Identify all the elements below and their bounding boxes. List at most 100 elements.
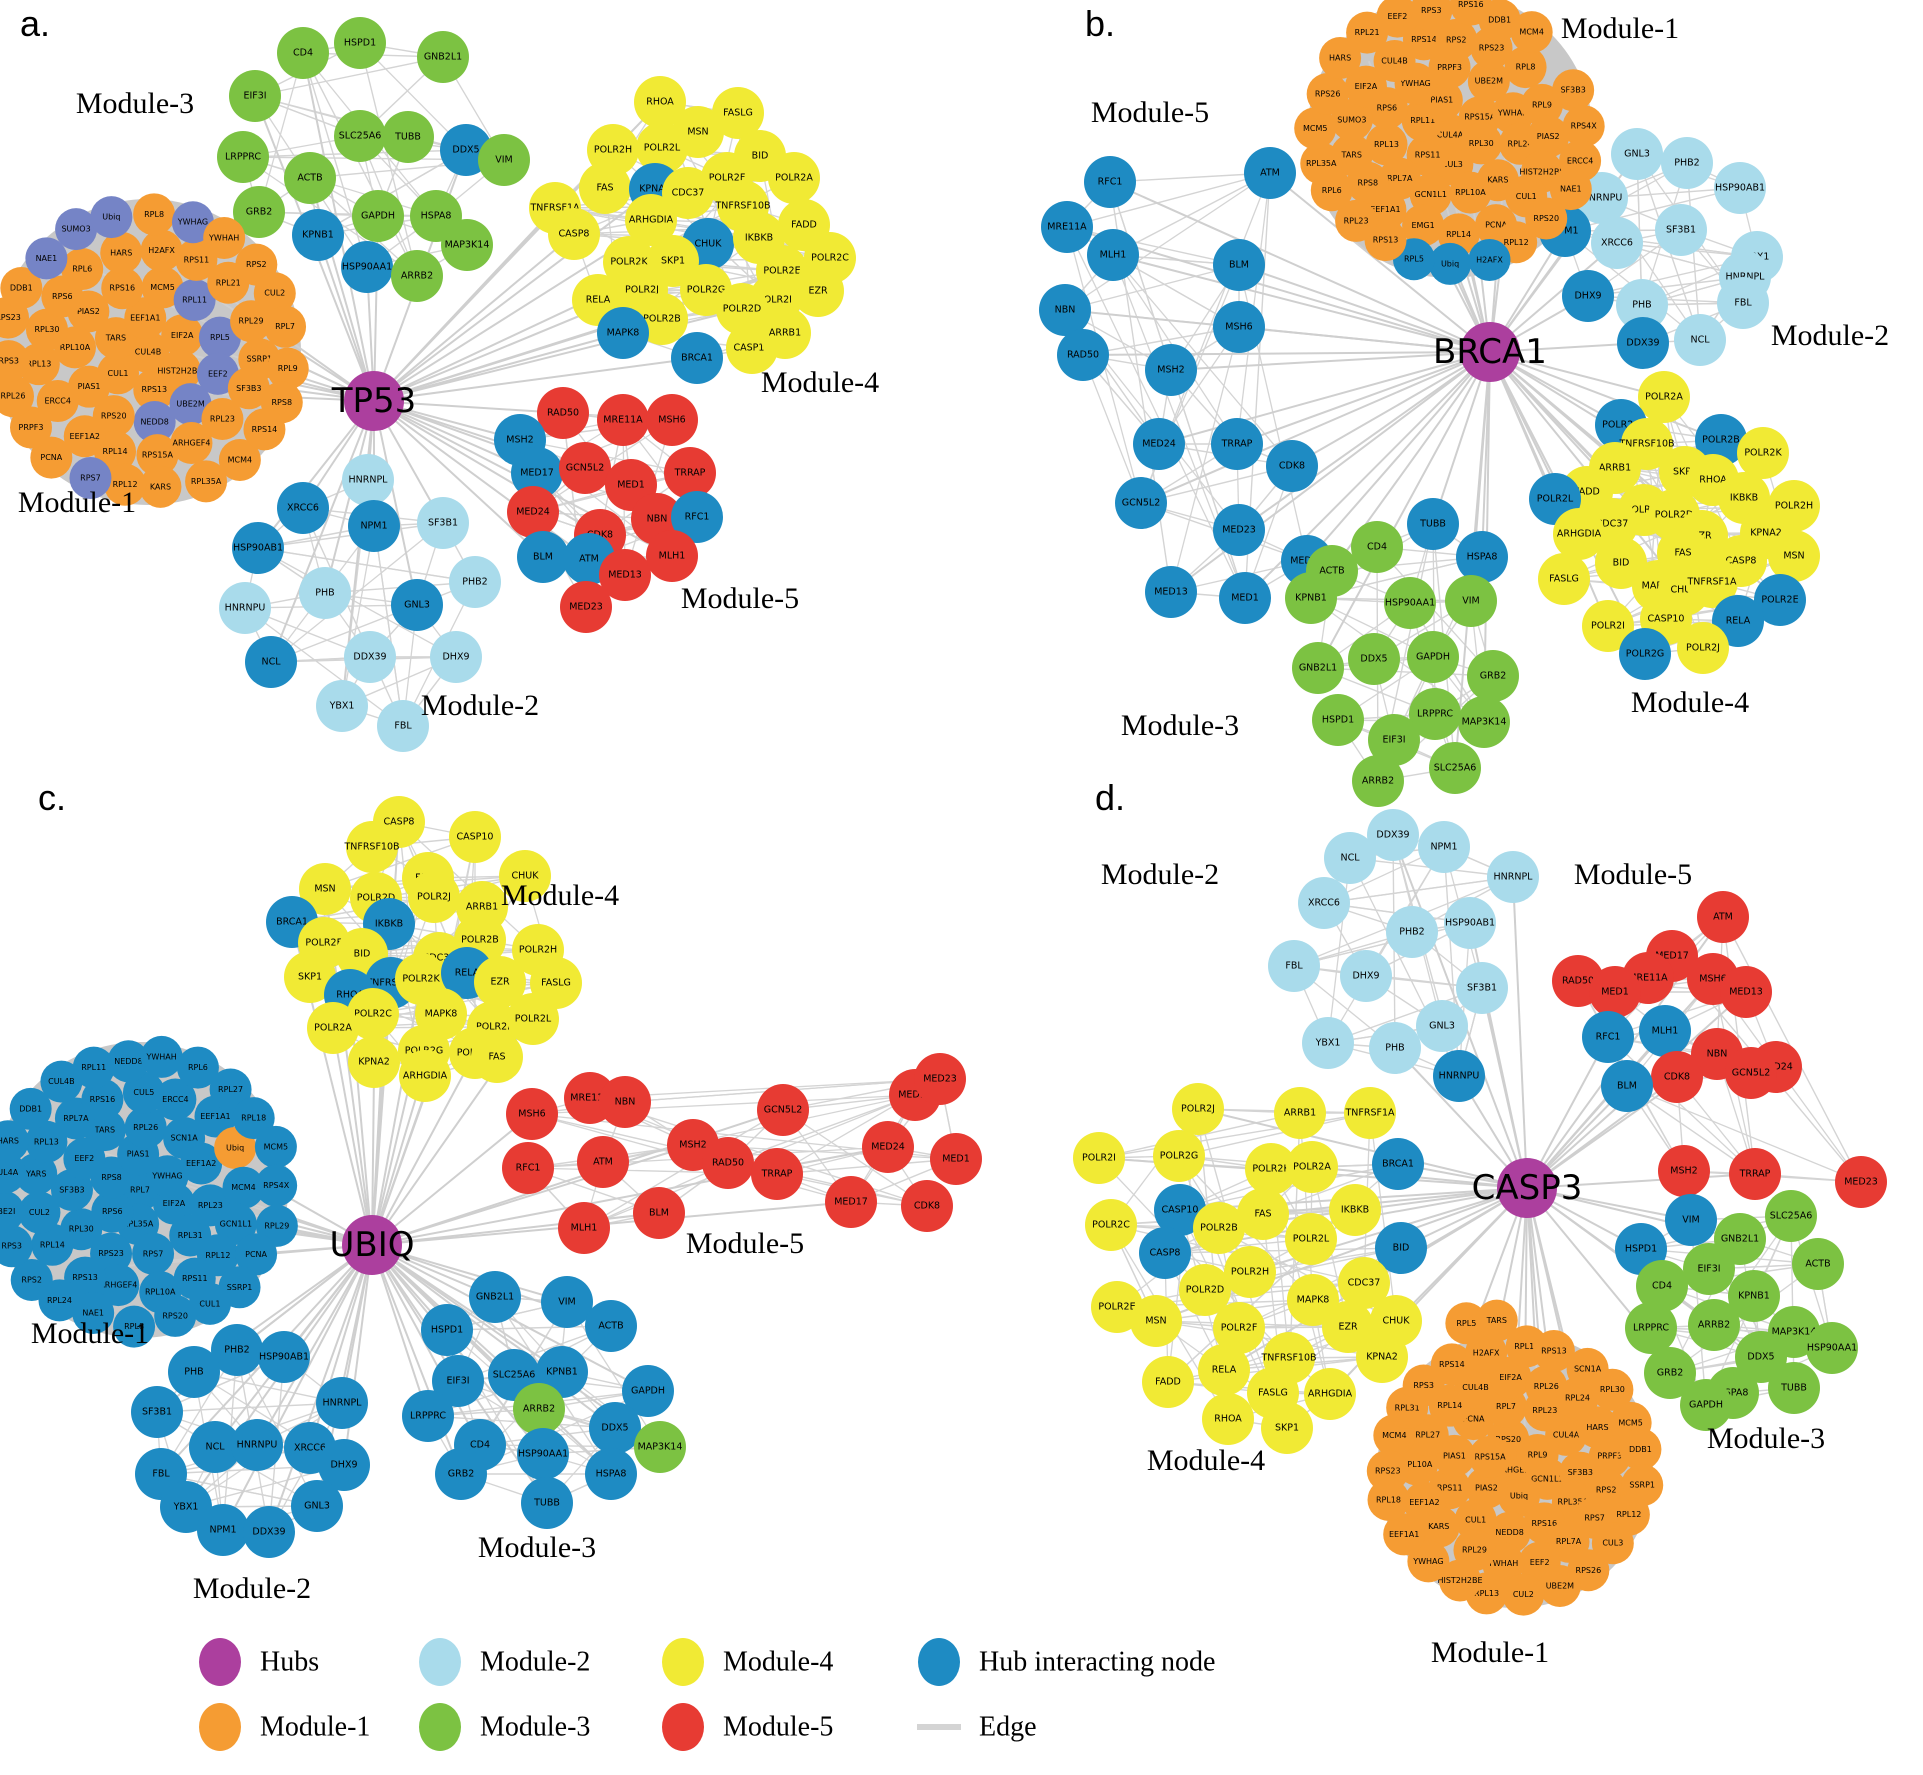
node-GCN5L2[interactable] <box>757 1084 809 1136</box>
node-RPL13[interactable] <box>1365 123 1408 166</box>
node-MED17[interactable] <box>825 1176 877 1228</box>
node-XRCC6[interactable] <box>1298 877 1350 929</box>
node-TARS[interactable] <box>1475 1299 1518 1342</box>
node-GCN5L2[interactable] <box>559 442 611 494</box>
node-RPL29[interactable] <box>230 300 273 343</box>
node-POLR2G[interactable] <box>1153 1130 1205 1182</box>
node-RPS14[interactable] <box>1430 1343 1473 1386</box>
node-POLR2K[interactable] <box>1737 427 1789 479</box>
node-ARHGEF4[interactable] <box>97 1264 140 1307</box>
node-POLR2J[interactable] <box>1172 1083 1224 1135</box>
node-CD4[interactable] <box>277 27 329 79</box>
node-MED24[interactable] <box>507 486 559 538</box>
node-NAE1[interactable] <box>72 1292 115 1335</box>
node-SF3B1[interactable] <box>131 1386 183 1438</box>
node-CHUK[interactable] <box>499 850 551 902</box>
node-MAPK8[interactable] <box>1287 1274 1339 1326</box>
hub-node-CASP3[interactable] <box>1497 1158 1557 1218</box>
node-PCNA[interactable] <box>235 1233 278 1276</box>
node-EEF1A2[interactable] <box>1403 1481 1446 1524</box>
node-HSP90AA1[interactable] <box>1806 1322 1858 1374</box>
node-PHB[interactable] <box>299 567 351 619</box>
node-ATM[interactable] <box>1697 891 1749 943</box>
node-TUBB[interactable] <box>1407 498 1459 550</box>
node-RPS3[interactable] <box>0 1225 33 1268</box>
node-MED23[interactable] <box>1213 504 1265 556</box>
node-RPS2[interactable] <box>1435 18 1478 61</box>
node-POLR2E[interactable] <box>1091 1281 1143 1333</box>
node-CD4[interactable] <box>1636 1260 1688 1312</box>
node-MAP3K14[interactable] <box>1458 696 1510 748</box>
node-POLR2C[interactable] <box>347 988 399 1040</box>
node-EIF3I[interactable] <box>229 70 281 122</box>
hub-node-TP53[interactable] <box>344 371 404 431</box>
node-TUBB[interactable] <box>521 1477 573 1529</box>
node-TUBB[interactable] <box>1768 1362 1820 1414</box>
node-EIF2A[interactable] <box>161 314 204 357</box>
node-EEF1A2[interactable] <box>63 415 106 458</box>
node-XRCC6[interactable] <box>1591 217 1643 269</box>
node-HSP90AB1[interactable] <box>232 522 284 574</box>
node-MSN[interactable] <box>299 863 351 915</box>
node-POLR2A[interactable] <box>1286 1141 1338 1193</box>
node-VIM[interactable] <box>478 134 530 186</box>
node-KPNA2[interactable] <box>348 1036 400 1088</box>
node-RPL8[interactable] <box>113 1305 156 1348</box>
node-MED1[interactable] <box>1589 966 1641 1018</box>
node-RPL13[interactable] <box>17 343 60 386</box>
node-CASP8[interactable] <box>548 208 600 260</box>
node-XRCC6[interactable] <box>277 482 329 534</box>
node-RELA[interactable] <box>1198 1344 1250 1396</box>
node-MED23[interactable] <box>560 581 612 633</box>
node-CASP10[interactable] <box>449 811 501 863</box>
node-MSH6[interactable] <box>646 394 698 446</box>
node-POLR2D[interactable] <box>716 283 768 335</box>
node-RPS15A[interactable] <box>136 434 179 477</box>
node-RAD50[interactable] <box>702 1137 754 1189</box>
node-HSP90AB1[interactable] <box>1714 162 1766 214</box>
node-FBL[interactable] <box>377 700 429 752</box>
node-POLR2K[interactable] <box>1245 1143 1297 1195</box>
node-NPM1[interactable] <box>348 500 400 552</box>
node-DHX9[interactable] <box>1340 950 1392 1002</box>
node-MSN[interactable] <box>1130 1295 1182 1347</box>
node-SLC25A6[interactable] <box>1429 742 1481 794</box>
hub-node-BRCA1[interactable] <box>1460 322 1520 382</box>
node-HSPD1[interactable] <box>1312 694 1364 746</box>
node-PHB2[interactable] <box>1661 137 1713 189</box>
node-NPM1[interactable] <box>1418 821 1470 873</box>
node-RELA[interactable] <box>1712 595 1764 647</box>
node-GNL3[interactable] <box>1611 128 1663 180</box>
node-DDB1[interactable] <box>0 267 43 310</box>
node-RPL8[interactable] <box>1504 46 1547 89</box>
node-RPS14[interactable] <box>243 408 286 451</box>
node-TNFRSF1A[interactable] <box>1686 556 1738 608</box>
node-GRB2[interactable] <box>233 186 285 238</box>
node-GAPDH[interactable] <box>352 190 404 242</box>
node-HARS[interactable] <box>0 1120 29 1163</box>
node-SKP1[interactable] <box>1261 1402 1313 1454</box>
node-HNRNPU[interactable] <box>1433 1050 1485 1102</box>
node-MSH6[interactable] <box>1213 301 1265 353</box>
node-SF3B1[interactable] <box>1456 962 1508 1014</box>
node-HIST2H2BE[interactable] <box>1439 1559 1482 1602</box>
node-POLR2A[interactable] <box>1638 371 1690 423</box>
node-MCM4[interactable] <box>1510 11 1553 54</box>
node-ATM[interactable] <box>577 1136 629 1188</box>
node-PCNA[interactable] <box>30 436 73 479</box>
node-ARHGDIA[interactable] <box>399 1050 451 1102</box>
node-NCL[interactable] <box>245 636 297 688</box>
node-MED23[interactable] <box>914 1053 966 1105</box>
node-RPL12[interactable] <box>104 463 147 506</box>
node-POLR2B[interactable] <box>1695 414 1747 466</box>
node-DDX39[interactable] <box>1617 317 1669 369</box>
node-LRPPRC[interactable] <box>1409 688 1461 740</box>
node-EZR[interactable] <box>792 265 844 317</box>
node-RPL11[interactable] <box>173 278 216 321</box>
node-ARHGDIA[interactable] <box>625 194 677 246</box>
node-KPNB1[interactable] <box>292 209 344 261</box>
node-ERCC4[interactable] <box>154 1078 197 1121</box>
node-ATM[interactable] <box>1244 147 1296 199</box>
node-YWHAH[interactable] <box>140 1035 183 1078</box>
node-TUBB[interactable] <box>382 111 434 163</box>
